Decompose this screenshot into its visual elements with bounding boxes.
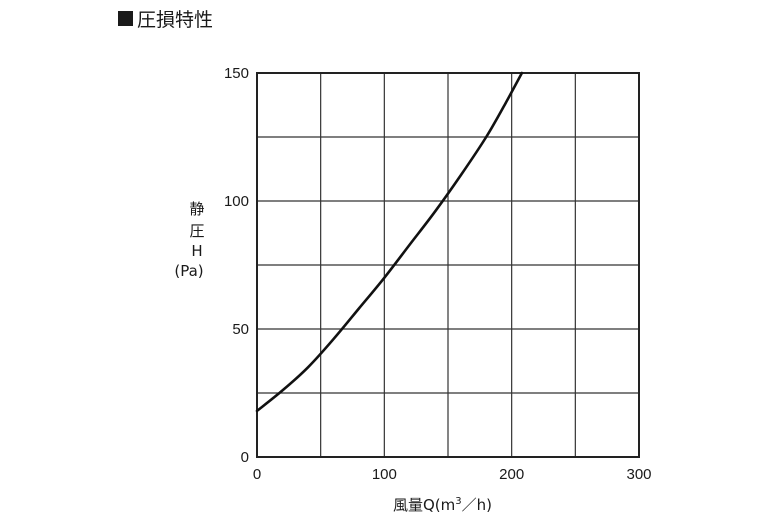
y-axis-label-line: (Pa) xyxy=(174,262,203,280)
chart-grid xyxy=(256,72,640,458)
y-tick-label: 50 xyxy=(232,321,249,338)
y-axis-tick-labels: 0 50 100 150 xyxy=(224,65,249,466)
y-axis-label-line: H xyxy=(191,242,202,260)
y-axis-label: 静圧H (Pa) xyxy=(174,200,204,280)
x-axis-tick-labels: 0 100 200 300 xyxy=(253,466,652,483)
x-tick-label: 100 xyxy=(372,466,397,483)
y-tick-label: 150 xyxy=(224,65,249,82)
y-axis-label-line: 圧 xyxy=(189,222,204,240)
chart-title: 圧損特性 xyxy=(137,9,213,31)
y-axis-label-line: 静 xyxy=(189,200,204,218)
plot-frame xyxy=(256,72,640,458)
x-tick-label: 300 xyxy=(626,466,651,483)
x-tick-label: 200 xyxy=(499,466,524,483)
y-tick-label: 100 xyxy=(224,193,249,210)
heading-square-icon xyxy=(118,11,133,26)
y-tick-label: 0 xyxy=(241,449,249,466)
x-axis-label: 風量Q(m3／h) xyxy=(393,496,492,514)
x-axis-label-tail: ／h) xyxy=(462,496,492,514)
chart-heading: 圧損特性 xyxy=(118,9,213,31)
x-axis-label-main: 風量Q(m xyxy=(393,496,455,514)
pressure-loss-curve xyxy=(255,71,524,413)
x-tick-label: 0 xyxy=(253,466,261,483)
x-axis-label-superscript: 3 xyxy=(455,496,461,507)
